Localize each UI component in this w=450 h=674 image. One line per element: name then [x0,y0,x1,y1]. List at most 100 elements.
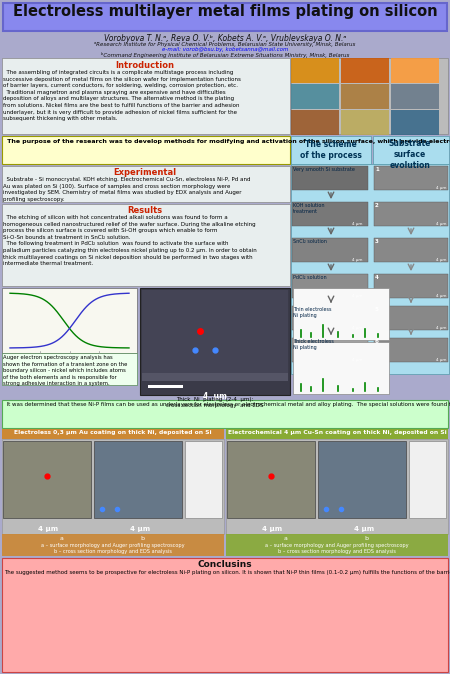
Text: 4 μm: 4 μm [352,326,363,330]
Text: 2: 2 [375,203,379,208]
Text: 4 μm: 4 μm [352,294,363,298]
Bar [341,58,389,83]
Text: It was determined that these Ni-P films can be used as underlayers for electrole: It was determined that these Ni-P films … [3,402,450,407]
Text: b: b [140,536,144,541]
Text: The purpose of the research was to develop methods for modifying and activation : The purpose of the research was to devel… [3,139,450,144]
Bar [292,202,368,226]
Text: PdCl₂ solution: PdCl₂ solution [293,275,327,280]
Text: 4 μm: 4 μm [130,526,150,532]
Bar [2,166,290,202]
Bar [374,306,448,330]
Bar [391,84,439,109]
Text: Electroless multilayer metal films plating on silicon: Electroless multilayer metal films plati… [13,4,437,19]
Bar [374,338,448,362]
Text: The etching of silicon with hot concentrated alkali solutions was found to form : The etching of silicon with hot concentr… [3,215,257,266]
Bar [2,400,448,428]
Bar [227,441,315,518]
Text: 4 μm: 4 μm [436,222,446,226]
Bar [291,58,448,134]
Bar [2,439,224,534]
Text: Experimental: Experimental [113,168,176,177]
Bar [148,385,183,388]
Bar [94,441,182,518]
Text: 4 μm: 4 μm [262,526,282,532]
Text: 4 μm: 4 μm [352,258,363,262]
Text: The scheme
of the process: The scheme of the process [300,140,362,160]
Bar [3,3,447,31]
Bar [291,136,371,164]
Bar [292,306,368,330]
Bar [3,441,91,518]
Bar [292,274,368,298]
Bar [2,58,290,134]
Bar [291,110,339,135]
Bar [293,342,389,394]
Bar [291,84,339,109]
Bar [142,373,288,381]
Text: 6: 6 [375,339,379,344]
Text: 4 μm: 4 μm [436,258,446,262]
Bar [2,429,224,439]
Bar [391,58,439,83]
Bar [391,110,439,135]
Bar [140,288,290,395]
Text: The assembling of integrated circuits is a complicate multistage process includi: The assembling of integrated circuits is… [3,70,241,121]
Text: 4  μm: 4 μm [203,392,227,401]
Bar [293,288,389,340]
Text: b: b [364,536,368,541]
Text: Electroless 0,3 μm Au coating on thick Ni, deposited on Si: Electroless 0,3 μm Au coating on thick N… [14,430,212,435]
Text: ᵃResearch Institute for Physical Chemical Problems, Belarusian State University,: ᵃResearch Institute for Physical Chemica… [94,42,356,47]
Text: Thin electroless
Ni plating: Thin electroless Ni plating [293,307,332,318]
Text: a: a [284,536,288,541]
Text: Thick electroless
Ni plating: Thick electroless Ni plating [293,339,334,350]
Text: 4 μm: 4 μm [352,222,363,226]
Text: SnCl₂ solution: SnCl₂ solution [293,239,327,244]
Bar [226,534,448,556]
Text: The suggested method seems to be prospective for electroless Ni-P plating on sil: The suggested method seems to be prospec… [4,570,450,575]
Bar [409,441,446,518]
Text: a: a [60,536,64,541]
Text: Results: Results [127,206,162,215]
Bar [318,441,406,518]
Text: Auger electron spectroscopy analysis has
shown the formation of a transient zone: Auger electron spectroscopy analysis has… [3,355,127,386]
Text: 4: 4 [375,275,379,280]
Text: ᵇCommand Engineering Institute of Belarusian Extreme Situations Ministry, Minsk,: ᵇCommand Engineering Institute of Belaru… [101,52,349,58]
Text: KOH solution
treatment: KOH solution treatment [293,203,324,214]
Bar [291,58,339,83]
Bar [2,136,290,164]
Bar [226,439,448,534]
Bar [226,429,448,439]
Bar [291,164,449,374]
Text: a – surface morphology and Auger profiling spectroscopy
b – cross section morpho: a – surface morphology and Auger profili… [265,543,409,554]
Text: Substrate - Si monocrystal. KOH etching. Electrochemical Cu-Sn, electroless Ni-P: Substrate - Si monocrystal. KOH etching.… [3,177,251,202]
Bar [2,534,224,556]
Text: Electrochemical 4 μm Cu-Sn coating on thick Ni, deposited on Si: Electrochemical 4 μm Cu-Sn coating on th… [228,430,446,435]
Bar [374,202,448,226]
Bar [341,110,389,135]
Text: 4 μm: 4 μm [352,358,363,362]
Bar [373,136,449,164]
Bar [341,84,389,109]
Text: a – surface morphology and Auger profiling spectroscopy
b – cross section morpho: a – surface morphology and Auger profili… [41,543,185,554]
Text: 4 μm: 4 μm [436,186,446,190]
Text: Conclusins: Conclusins [198,560,252,569]
Text: Thick  Ni  plating  (2-4  μm):
cross section morphology  and EDS: Thick Ni plating (2-4 μm): cross section… [166,397,264,408]
Text: 4 μm: 4 μm [436,326,446,330]
Bar [374,238,448,262]
Text: Vorobyova T. N.ᵃ, Reva O. V.ᵇ, Kobets A. V.ᵃ, Vrublevskaya O. N.ᵃ: Vorobyova T. N.ᵃ, Reva O. V.ᵇ, Kobets A.… [104,34,346,43]
Text: 3: 3 [375,239,379,244]
Text: e-mail: vorob@bsu.by, kobetsanna@mail.com: e-mail: vorob@bsu.by, kobetsanna@mail.co… [162,47,288,52]
Bar [374,274,448,298]
Text: 5: 5 [375,307,379,312]
Text: 4 μm: 4 μm [436,358,446,362]
Bar [292,166,368,190]
Bar [2,288,137,353]
Bar [292,238,368,262]
Text: Very smooth Si substrate: Very smooth Si substrate [293,167,355,172]
Bar [292,338,368,362]
Bar [374,166,448,190]
Text: 4 μm: 4 μm [354,526,374,532]
Text: 4 μm: 4 μm [38,526,58,532]
Text: Substrate
surface
evolution: Substrate surface evolution [389,139,431,171]
Bar [2,204,290,286]
